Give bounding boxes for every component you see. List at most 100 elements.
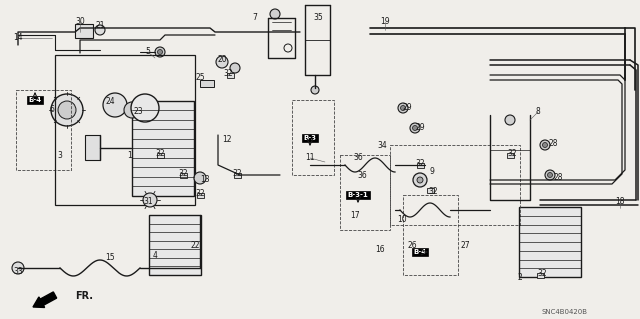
Circle shape [230,63,240,73]
Bar [519,207,581,277]
Text: 14: 14 [13,33,23,42]
Bar [85,135,100,160]
Bar [16,90,71,170]
Circle shape [398,103,408,113]
Text: 19: 19 [380,18,390,26]
Circle shape [124,102,140,118]
Text: 24: 24 [105,98,115,107]
Text: B-3-1: B-3-1 [348,192,369,198]
Bar [234,173,241,177]
Text: 25: 25 [195,73,205,83]
Text: 21: 21 [95,21,105,31]
Bar [132,100,194,196]
Circle shape [131,94,159,122]
Circle shape [51,94,83,126]
Circle shape [58,101,76,119]
Text: 12: 12 [222,136,232,145]
Circle shape [505,115,515,125]
Text: 28: 28 [548,138,557,147]
Circle shape [401,106,406,110]
Text: 8: 8 [536,108,540,116]
Text: 17: 17 [350,211,360,219]
Circle shape [413,173,427,187]
Bar [55,55,195,205]
Text: 16: 16 [375,246,385,255]
Text: 7: 7 [253,13,257,23]
Circle shape [413,125,417,130]
Text: 28: 28 [553,173,563,182]
Bar [157,152,163,158]
Bar [506,152,513,158]
Text: 29: 29 [402,102,412,112]
Circle shape [545,170,555,180]
Text: 11: 11 [305,153,315,162]
Text: B-3: B-3 [303,135,317,141]
Text: 32: 32 [507,149,517,158]
Bar [196,192,204,197]
Text: 15: 15 [105,254,115,263]
Bar [417,162,424,167]
Text: 32: 32 [178,168,188,177]
Text: B-4: B-4 [28,97,42,103]
Text: 4: 4 [152,250,157,259]
Bar [227,72,234,78]
FancyArrow shape [33,292,57,308]
Circle shape [216,56,228,68]
Bar [403,195,458,275]
Text: FR.: FR. [75,291,93,301]
Circle shape [547,173,552,177]
Text: 6: 6 [49,106,54,115]
Text: 34: 34 [377,140,387,150]
Bar [340,155,390,230]
Circle shape [95,25,105,35]
Text: 33: 33 [13,268,23,277]
Circle shape [543,143,547,147]
Circle shape [410,123,420,133]
Text: 10: 10 [397,216,407,225]
Text: 20: 20 [217,56,227,64]
Text: 32: 32 [537,270,547,278]
Text: 35: 35 [313,13,323,23]
Bar [292,100,334,175]
Bar [149,215,201,275]
Text: 36: 36 [357,170,367,180]
Circle shape [417,177,423,183]
Circle shape [540,140,550,150]
Text: 3: 3 [58,151,63,160]
Circle shape [12,262,24,274]
Text: 27: 27 [460,241,470,249]
Circle shape [270,9,280,19]
Text: SNC4B0420B: SNC4B0420B [542,309,588,315]
Text: 32: 32 [223,70,233,78]
Text: 32: 32 [155,149,165,158]
Text: 23: 23 [133,108,143,116]
Text: 30: 30 [75,18,85,26]
Circle shape [311,86,319,94]
Bar [426,188,433,192]
Text: 5: 5 [145,48,150,56]
Bar [75,24,93,38]
Circle shape [194,172,206,184]
Circle shape [143,193,157,207]
Circle shape [157,49,163,55]
Text: B-4: B-4 [413,249,427,255]
Text: 26: 26 [407,241,417,249]
Text: 32: 32 [415,159,425,167]
Bar [536,272,543,278]
Bar [200,80,214,87]
Text: 1: 1 [127,151,132,160]
Text: 29: 29 [415,123,425,132]
Text: 32: 32 [232,168,242,177]
Text: 32: 32 [195,189,205,197]
Circle shape [103,93,127,117]
Bar [390,145,520,225]
Text: 32: 32 [428,188,438,197]
Text: 9: 9 [429,167,435,176]
Text: 13: 13 [200,175,210,184]
Text: 22: 22 [190,241,200,249]
Bar [179,173,186,177]
Text: 2: 2 [518,273,522,283]
Text: 18: 18 [615,197,625,206]
Text: 31: 31 [143,197,153,206]
Circle shape [155,47,165,57]
